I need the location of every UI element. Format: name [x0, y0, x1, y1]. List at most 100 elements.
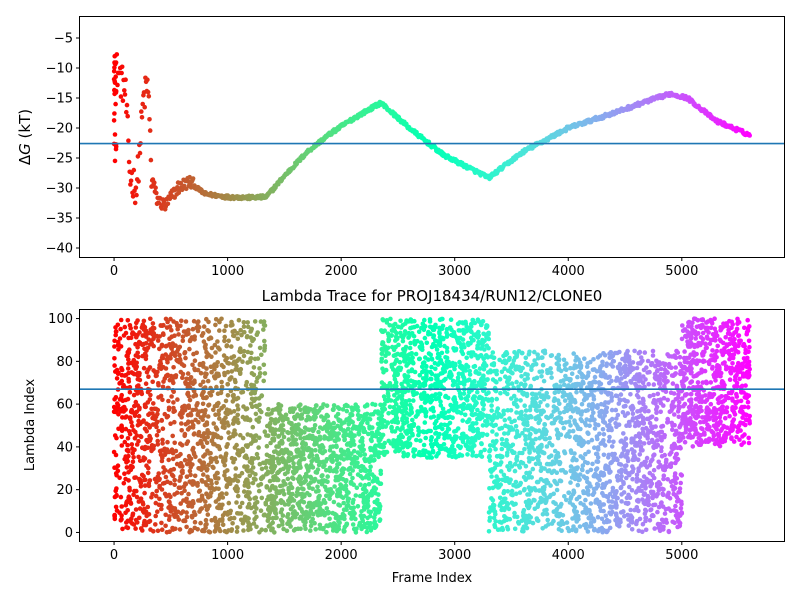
lambda-point [290, 469, 296, 475]
lambda-point [316, 488, 321, 494]
lambda-point [235, 403, 240, 408]
lambda-point [118, 317, 124, 323]
lambda-point [187, 397, 193, 403]
lambda-point [460, 371, 465, 377]
lambda-point [143, 341, 149, 346]
lambda-point [403, 405, 408, 411]
delta-g-point [137, 150, 143, 156]
lambda-point [160, 481, 166, 486]
delta-g-point [145, 89, 151, 95]
lambda-point [153, 406, 159, 412]
lambda-point [155, 338, 161, 343]
lambda-point [209, 369, 214, 375]
lambda-point [401, 347, 406, 352]
lambda-point [213, 519, 219, 524]
lambda-point [248, 329, 253, 334]
lambda-point [508, 408, 514, 413]
lambda-point [137, 405, 142, 411]
lambda-point [146, 519, 151, 525]
lambda-point [481, 366, 487, 372]
x-tick-label: 2000 [325, 264, 358, 279]
lambda-point [261, 362, 267, 368]
lambda-point [458, 393, 463, 399]
lambda-point [243, 443, 249, 448]
lambda-point [404, 452, 410, 458]
lambda-point [240, 414, 246, 420]
lambda-point [191, 445, 196, 451]
lambda-point [302, 446, 308, 452]
lambda-point [254, 379, 259, 384]
lambda-point [195, 412, 201, 418]
lambda-point [475, 317, 481, 323]
lambda-point [271, 456, 277, 461]
lambda-point [455, 321, 461, 327]
lambda-point [143, 404, 148, 410]
lambda-point [205, 466, 210, 472]
lambda-point [133, 325, 139, 330]
lambda-point [151, 368, 156, 373]
lambda-point [124, 353, 129, 359]
lambda-point [206, 529, 212, 534]
lambda-point [411, 334, 417, 339]
delta-g-point [111, 118, 117, 123]
lambda-point [364, 529, 370, 535]
lambda-point [624, 423, 629, 429]
lambda-point [312, 442, 317, 447]
lambda-point [168, 494, 173, 500]
lambda-point [410, 431, 415, 437]
lambda-point [172, 440, 177, 446]
lambda-point [188, 337, 193, 343]
lambda-point [251, 365, 257, 370]
lambda-point [423, 324, 428, 329]
lambda-point [333, 414, 339, 419]
lambda-point [121, 409, 126, 414]
lambda-point [230, 433, 236, 439]
lambda-point [222, 334, 227, 340]
lambda-point [208, 493, 213, 499]
lambda-point [119, 504, 124, 509]
lambda-point [175, 514, 180, 520]
lambda-point [370, 472, 375, 477]
lambda-point [129, 442, 135, 447]
lambda-point [326, 509, 331, 515]
lambda-point [235, 478, 241, 484]
lambda-point [213, 317, 219, 322]
lambda-point [153, 522, 158, 527]
lambda-point [154, 433, 160, 438]
lambda-point [471, 394, 477, 399]
lambda-point [402, 358, 407, 364]
lambda-point [350, 475, 355, 481]
lambda-point [194, 350, 199, 356]
lambda-point [125, 396, 131, 402]
lambda-point [337, 503, 343, 508]
lambda-point [247, 473, 253, 479]
lambda-point [437, 431, 442, 437]
lambda-point [304, 515, 309, 521]
lambda-point [180, 338, 186, 344]
lambda-point [389, 328, 395, 333]
lambda-point [435, 373, 441, 378]
delta-g-point [154, 190, 159, 196]
delta-g-point [112, 111, 117, 116]
lambda-point [309, 475, 314, 481]
lambda-point [358, 468, 364, 474]
lambda-point [248, 433, 254, 438]
lambda-point [234, 363, 239, 369]
lambda-point [180, 334, 186, 340]
lambda-point [237, 371, 243, 377]
lambda-point [322, 434, 327, 439]
lambda-point [251, 398, 257, 404]
lambda-point [124, 520, 129, 525]
lambda-point [171, 400, 176, 405]
lambda-point [489, 408, 495, 413]
lambda-point [185, 420, 191, 426]
lambda-point [360, 435, 365, 441]
lambda-point [140, 501, 146, 507]
lambda-point [406, 369, 411, 374]
lambda-point [238, 327, 243, 333]
y-tick-label: −35 [46, 212, 73, 227]
lambda-point [241, 404, 246, 409]
lambda-point [483, 396, 489, 402]
lambda-point [411, 454, 417, 459]
lambda-point [161, 379, 166, 384]
